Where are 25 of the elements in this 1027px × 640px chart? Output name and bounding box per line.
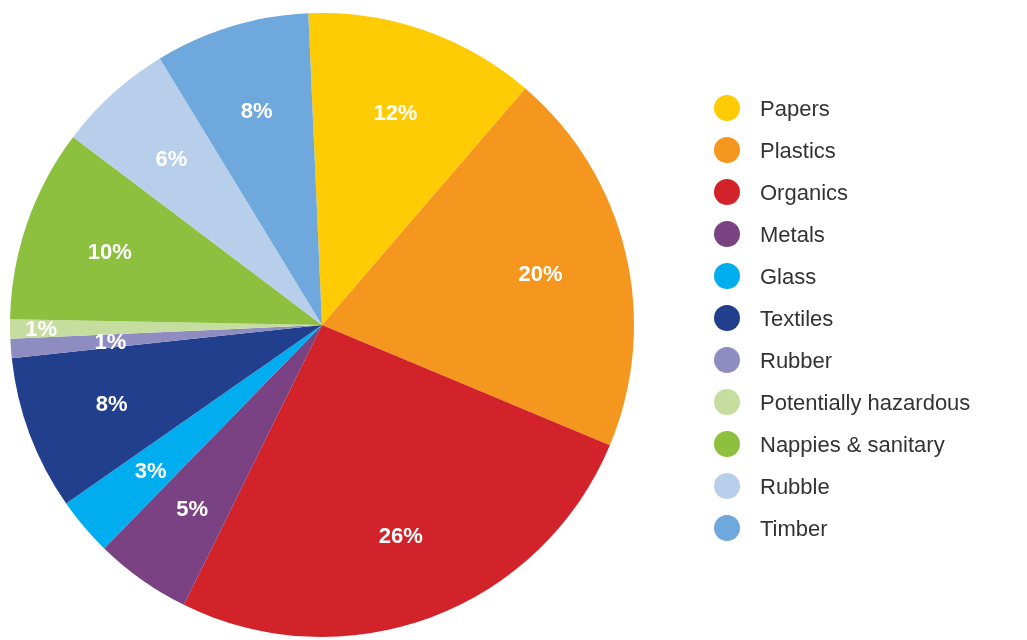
legend-label: Glass	[760, 263, 817, 289]
data-label: 5%	[176, 496, 209, 522]
data-label: 1%	[94, 328, 127, 354]
legend-label: Rubber	[760, 347, 833, 373]
legend-label: Nappies & sanitary	[760, 431, 945, 457]
data-label: 3%	[134, 458, 167, 484]
data-label: 26%	[378, 523, 423, 549]
data-label: 8%	[240, 97, 273, 123]
pie-slice	[322, 88, 634, 446]
data-label: 12%	[373, 100, 418, 126]
legend-label: Timber	[760, 515, 828, 541]
data-label: 10%	[87, 239, 132, 265]
data-label: 8%	[95, 391, 128, 417]
data-label: 6%	[155, 146, 188, 172]
legend-label: Potentially hazardous	[760, 389, 971, 415]
data-label: 20%	[518, 260, 563, 286]
legend-label: Metals	[760, 221, 825, 247]
legend-label: Organics	[760, 179, 849, 205]
legend-label: Papers	[760, 95, 830, 121]
legend-label: Rubble	[760, 473, 830, 499]
legend-label: Plastics	[760, 137, 836, 163]
data-label: 1%	[25, 316, 58, 342]
legend-label: Textiles	[760, 305, 834, 331]
pie-slice	[66, 325, 322, 549]
pie-slice	[73, 58, 322, 325]
